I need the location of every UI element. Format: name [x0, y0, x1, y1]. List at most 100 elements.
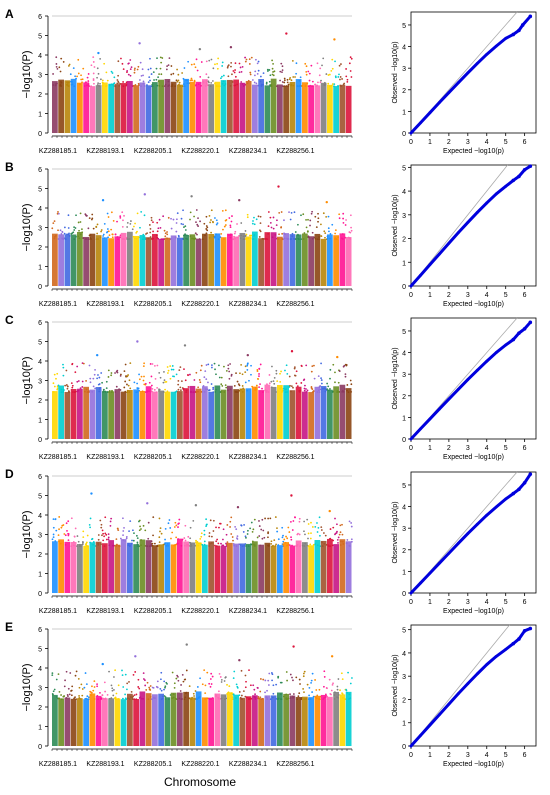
qq-point	[511, 337, 516, 342]
snp-point	[161, 85, 164, 88]
snp-point	[152, 71, 155, 74]
snp-point	[329, 237, 331, 240]
qq-y-tick-label: 0	[402, 591, 406, 598]
snp-point	[178, 81, 181, 84]
snp-point	[314, 83, 317, 86]
snp-point	[166, 237, 168, 240]
snp-point	[116, 82, 119, 85]
snp-point	[68, 235, 71, 237]
snp-point	[229, 526, 231, 528]
snp-point	[52, 222, 55, 225]
snp-point	[163, 85, 166, 88]
snp-point	[258, 525, 261, 527]
snp-point	[201, 238, 204, 241]
snp-point	[140, 544, 142, 547]
chromosome-band	[339, 384, 346, 439]
snp-point	[175, 524, 178, 527]
chromosome-band	[202, 544, 208, 593]
snp-point	[240, 524, 243, 527]
snp-point	[73, 85, 76, 88]
snp-point	[268, 684, 270, 686]
snp-point	[336, 538, 339, 541]
qq-point	[428, 723, 432, 727]
snp-point	[80, 683, 83, 686]
snp-point	[129, 362, 132, 364]
snp-point	[149, 227, 152, 230]
snp-point	[287, 543, 290, 546]
snp-point	[307, 532, 310, 535]
snp-point	[267, 391, 270, 393]
snp-point	[268, 69, 271, 71]
snp-point	[304, 533, 306, 536]
snp-point	[174, 521, 177, 524]
snp-point	[89, 694, 92, 696]
snp-point	[73, 697, 75, 700]
snp-point	[106, 228, 109, 230]
snp-point	[79, 212, 82, 215]
chromosome-band	[127, 231, 133, 286]
snp-point	[245, 680, 247, 683]
y-tick-label: 1	[38, 265, 42, 272]
snp-point	[205, 60, 208, 63]
snp-point	[259, 222, 262, 225]
snp-point	[160, 678, 162, 681]
snp-point	[320, 79, 322, 82]
snp-point	[318, 516, 321, 519]
chromosome-band	[133, 235, 139, 286]
snp-point	[108, 697, 111, 700]
snp-point	[206, 388, 209, 391]
y-axis-label: −log10(P)	[21, 203, 33, 251]
snp-point	[111, 544, 114, 547]
snp-point	[156, 364, 159, 367]
snp-point	[179, 690, 182, 692]
qq-point	[466, 682, 470, 686]
snp-point	[97, 374, 99, 376]
chromosome-band	[283, 693, 289, 746]
snp-point	[197, 83, 200, 86]
snp-point	[190, 544, 193, 547]
snp-point	[97, 238, 99, 240]
qq-y-tick-label: 3	[402, 213, 406, 220]
snp-point	[67, 687, 70, 690]
chromosome-band	[233, 694, 239, 746]
chromosome-band	[177, 538, 183, 593]
snp-point	[246, 82, 249, 85]
snp-point	[205, 79, 208, 82]
qq-x-tick-label: 1	[428, 752, 432, 759]
chromosome-band	[77, 388, 83, 439]
snp-point	[316, 694, 319, 697]
snp-point	[311, 80, 314, 83]
chromosome-band	[133, 85, 139, 133]
snp-point	[205, 228, 208, 230]
chromosome-band	[277, 545, 283, 593]
snp-point	[224, 676, 227, 679]
snp-point	[350, 383, 353, 386]
snp-point	[105, 538, 108, 541]
panel-label: D	[5, 467, 14, 481]
snp-point	[294, 231, 297, 233]
chromosome-band	[252, 84, 258, 133]
chromosome-band	[339, 84, 346, 133]
x-tick-label: KZ288234.1	[229, 301, 267, 308]
qq-point	[409, 591, 413, 595]
snp-point	[142, 82, 145, 85]
chromosome-band	[177, 692, 183, 746]
snp-point	[168, 698, 170, 701]
chromosome-band	[114, 84, 121, 133]
snp-point	[52, 693, 54, 696]
snp-point	[82, 536, 85, 539]
snp-point	[95, 238, 98, 241]
snp-point	[211, 364, 213, 367]
chromosome-band	[227, 79, 233, 133]
chromosome-band	[127, 80, 133, 133]
snp-point	[331, 223, 334, 226]
qq-point	[485, 201, 489, 205]
chromosome-band	[227, 692, 233, 746]
snp-point	[221, 75, 223, 78]
peak-snp-point	[290, 494, 293, 497]
snp-point	[186, 238, 189, 240]
snp-point	[70, 232, 73, 235]
snp-point	[322, 698, 325, 701]
snp-point	[250, 234, 253, 237]
qq-y-tick-label: 1	[402, 415, 406, 422]
